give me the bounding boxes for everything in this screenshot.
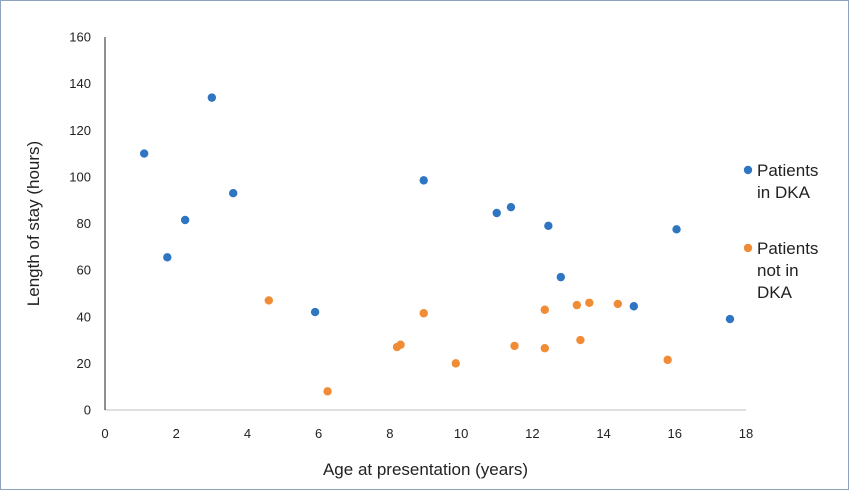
- y-tick-label: 60: [77, 263, 91, 278]
- legend-entry: Patients in DKA: [743, 161, 818, 202]
- y-tick-label: 80: [77, 216, 91, 231]
- y-tick-label: 20: [77, 356, 91, 371]
- y-tick-label: 140: [69, 76, 91, 91]
- data-point: [540, 305, 549, 314]
- x-tick-label: 12: [525, 426, 539, 441]
- data-points: [139, 93, 735, 396]
- data-point: [323, 387, 332, 396]
- data-point: [396, 340, 405, 349]
- series-dka: [139, 93, 735, 324]
- data-point: [207, 93, 217, 102]
- data-point: [229, 188, 238, 198]
- legend-label: Patients: [757, 239, 818, 258]
- data-point: [510, 341, 519, 351]
- legend-entry: Patients not in DKA: [743, 239, 818, 302]
- data-point: [613, 299, 622, 309]
- data-point: [663, 355, 672, 365]
- x-tick-label: 4: [244, 426, 251, 441]
- data-point: [672, 225, 681, 234]
- x-tick-label: 0: [101, 426, 108, 441]
- x-tick-labels: 0 2 4 6 8 10 12 14 16 18: [101, 426, 753, 441]
- data-point: [310, 307, 320, 317]
- y-tick-label: 100: [69, 169, 91, 184]
- y-axis-title: Length of stay (hours): [24, 141, 43, 306]
- data-point: [540, 344, 549, 353]
- legend-label: Patients: [757, 161, 818, 180]
- legend-marker: [743, 243, 753, 253]
- data-point: [419, 176, 428, 185]
- y-tick-label: 40: [77, 309, 91, 324]
- data-point: [572, 300, 582, 310]
- data-point: [139, 149, 149, 158]
- y-tick-label: 160: [69, 30, 91, 45]
- y-tick-label: 120: [69, 123, 91, 138]
- legend: Patients in DKA Patients not in DKA: [743, 161, 818, 302]
- data-point: [544, 221, 553, 231]
- legend-label: DKA: [757, 283, 793, 302]
- data-point: [506, 202, 516, 212]
- axes: [104, 37, 746, 411]
- x-tick-label: 6: [315, 426, 322, 441]
- x-tick-label: 2: [173, 426, 180, 441]
- x-tick-label: 10: [454, 426, 468, 441]
- data-point: [451, 359, 460, 368]
- series-not-dka: [264, 296, 672, 396]
- data-point: [556, 272, 566, 282]
- x-axis-title: Age at presentation (years): [323, 460, 528, 479]
- y-tick-labels: 0 20 40 60 80 100 120 140 160: [69, 30, 91, 418]
- data-point: [163, 253, 172, 262]
- x-tick-label: 16: [668, 426, 682, 441]
- data-point: [576, 335, 585, 345]
- y-tick-label: 0: [84, 403, 91, 418]
- data-point: [180, 215, 190, 225]
- data-point: [492, 208, 501, 218]
- data-point: [264, 296, 274, 305]
- data-point: [585, 298, 594, 307]
- legend-label: in DKA: [757, 183, 811, 202]
- x-tick-label: 14: [596, 426, 610, 441]
- data-point: [725, 314, 735, 324]
- x-tick-label: 8: [386, 426, 393, 441]
- data-point: [629, 302, 639, 311]
- x-tick-label: 18: [739, 426, 753, 441]
- legend-marker: [743, 165, 753, 175]
- data-point: [419, 309, 428, 318]
- legend-label: not in: [757, 261, 799, 280]
